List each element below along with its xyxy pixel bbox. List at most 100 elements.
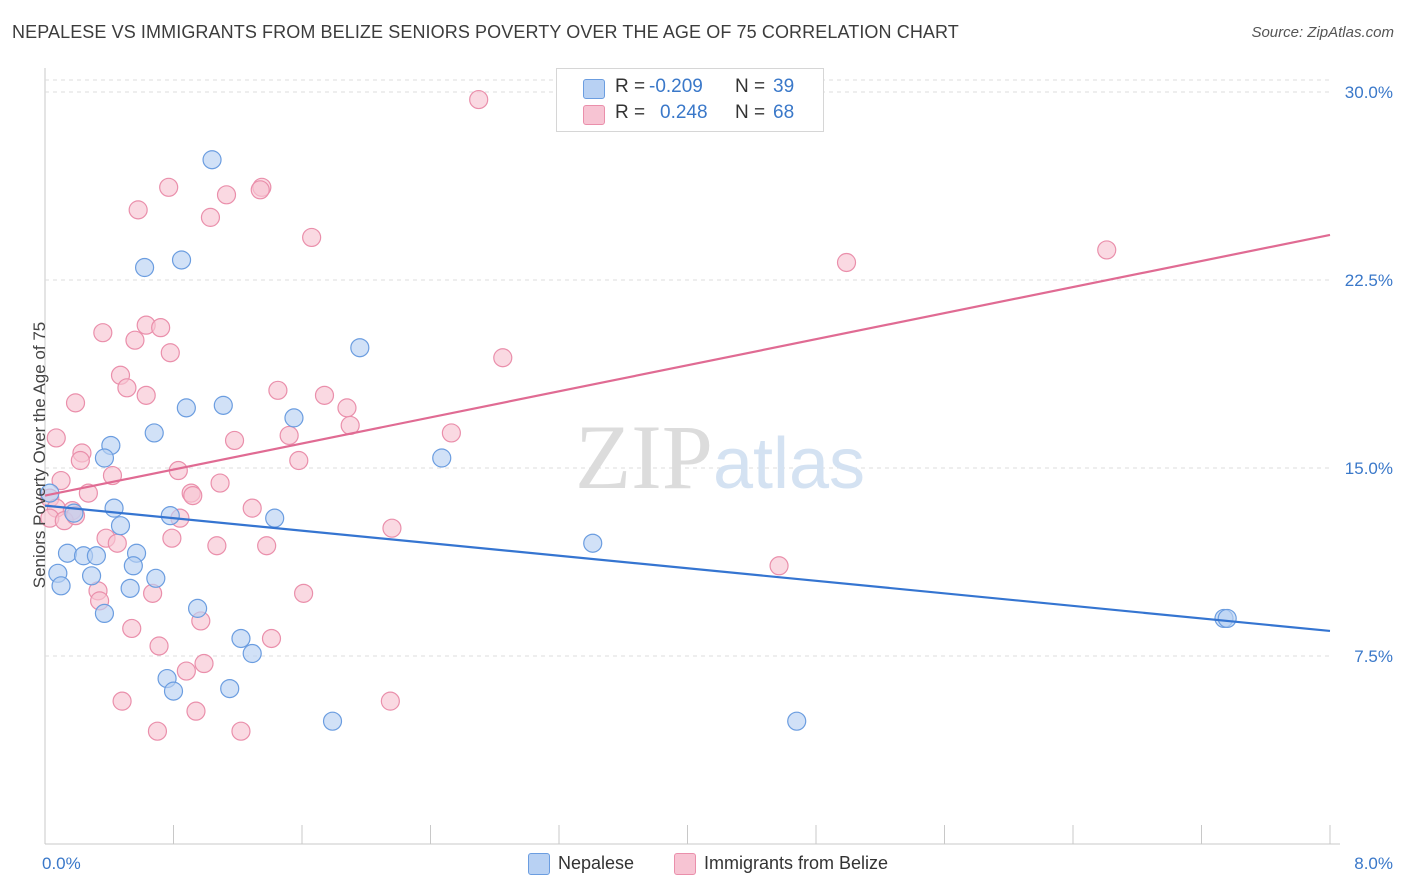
legend-r-label: R = — [615, 102, 646, 123]
data-point-belize — [302, 227, 322, 248]
data-point-belize — [261, 628, 282, 649]
data-point-belize — [125, 330, 145, 350]
data-point-belize — [136, 385, 156, 405]
legend-label-belize: Immigrants from Belize — [704, 853, 889, 873]
data-point-nepalese — [187, 598, 208, 618]
legend-r-value: 0.248 — [660, 102, 708, 123]
data-point-nepalese — [202, 150, 222, 170]
legend-r-label: R = — [615, 76, 646, 97]
data-point-belize — [117, 378, 137, 398]
data-point-nepalese — [51, 576, 71, 596]
y-tick-label: 15.0% — [1345, 459, 1393, 478]
data-point-belize — [65, 393, 86, 413]
data-point-belize — [186, 701, 206, 721]
data-point-belize — [183, 485, 203, 506]
data-point-belize — [46, 428, 66, 448]
data-point-belize — [147, 721, 168, 741]
data-point-nepalese — [284, 408, 304, 428]
stats-legend: R = -0.209 N = 39 R = 0.248 N = 68 — [556, 68, 824, 132]
trend-line-belize — [44, 233, 1331, 497]
legend-swatch-belize — [583, 105, 605, 125]
y-tick-label: 22.5% — [1345, 271, 1393, 290]
data-point-nepalese — [94, 448, 115, 468]
data-point-belize — [382, 518, 402, 538]
data-point-belize — [162, 528, 182, 548]
data-point-nepalese — [350, 338, 370, 358]
data-point-belize — [210, 473, 230, 493]
data-point-belize — [380, 691, 400, 711]
data-point-belize — [176, 661, 196, 681]
legend-swatch-nepalese — [583, 79, 605, 99]
data-point-nepalese — [110, 516, 131, 536]
data-point-nepalese — [171, 250, 192, 270]
data-point-nepalese — [120, 578, 140, 598]
data-point-nepalese — [94, 603, 115, 624]
data-point-belize — [151, 318, 171, 338]
data-point-belize — [224, 430, 245, 451]
data-point-belize — [200, 207, 221, 227]
y-tick-label: 30.0% — [1345, 83, 1393, 102]
data-point-belize — [70, 450, 90, 471]
y-axis-label: Seniors Poverty Over the Age of 75 — [30, 321, 49, 589]
data-point-belize — [279, 425, 299, 446]
data-point-belize — [294, 583, 314, 603]
data-point-nepalese — [213, 395, 233, 415]
legend-n-value: 39 — [773, 76, 795, 97]
data-point-nepalese — [265, 508, 285, 528]
source-label: Source: ZipAtlas.com — [1251, 24, 1394, 41]
x-tick-label: 0.0% — [42, 854, 81, 873]
data-point-belize — [231, 721, 251, 741]
data-point-belize — [441, 423, 461, 443]
data-point-nepalese — [163, 681, 184, 701]
legend-r-value: -0.209 — [649, 76, 703, 97]
data-point-belize — [493, 348, 513, 368]
data-point-belize — [107, 533, 127, 553]
data-point-belize — [160, 343, 180, 363]
data-point-belize — [337, 398, 357, 418]
data-point-nepalese — [123, 556, 143, 576]
data-point-nepalese — [86, 546, 107, 566]
watermark: ZIPatlas — [575, 406, 865, 508]
data-point-belize — [1097, 240, 1117, 260]
y-tick-label: 7.5% — [1354, 647, 1393, 666]
x-tick-label: 8.0% — [1354, 854, 1393, 873]
data-point-belize — [122, 618, 142, 639]
data-point-nepalese — [104, 498, 124, 518]
data-point-nepalese — [1217, 608, 1237, 629]
data-point-nepalese — [160, 506, 180, 526]
series-legend: Nepalese Immigrants from Belize — [528, 852, 948, 878]
data-point-belize — [268, 380, 288, 400]
data-point-belize — [93, 323, 113, 343]
data-point-belize — [469, 89, 489, 110]
data-point-nepalese — [81, 566, 102, 586]
legend-swatch-belize — [674, 853, 696, 875]
data-point-belize — [149, 636, 169, 656]
data-point-nepalese — [242, 643, 262, 664]
legend-label-nepalese: Nepalese — [558, 853, 635, 873]
data-point-belize — [51, 470, 71, 491]
data-point-belize — [112, 691, 132, 711]
data-point-belize — [769, 556, 789, 576]
data-point-nepalese — [134, 257, 155, 278]
data-point-nepalese — [583, 533, 603, 553]
data-point-nepalese — [231, 628, 251, 649]
trend-line-nepalese — [44, 504, 1331, 633]
data-point-belize — [207, 536, 227, 556]
data-point-belize — [159, 177, 179, 197]
data-point-belize — [194, 653, 214, 674]
chart-title: NEPALESE VS IMMIGRANTS FROM BELIZE SENIO… — [12, 22, 959, 42]
data-point-belize — [314, 385, 335, 405]
data-point-belize — [289, 450, 309, 471]
data-point-nepalese — [787, 711, 807, 731]
legend-swatch-nepalese — [528, 853, 550, 875]
data-point-belize — [128, 200, 148, 220]
data-point-belize — [242, 498, 262, 518]
data-point-nepalese — [176, 398, 196, 418]
data-point-belize — [250, 180, 270, 200]
data-point-nepalese — [146, 568, 166, 588]
data-point-nepalese — [322, 711, 343, 731]
data-point-nepalese — [220, 678, 240, 699]
data-point-nepalese — [144, 423, 164, 443]
data-point-belize — [216, 185, 237, 205]
